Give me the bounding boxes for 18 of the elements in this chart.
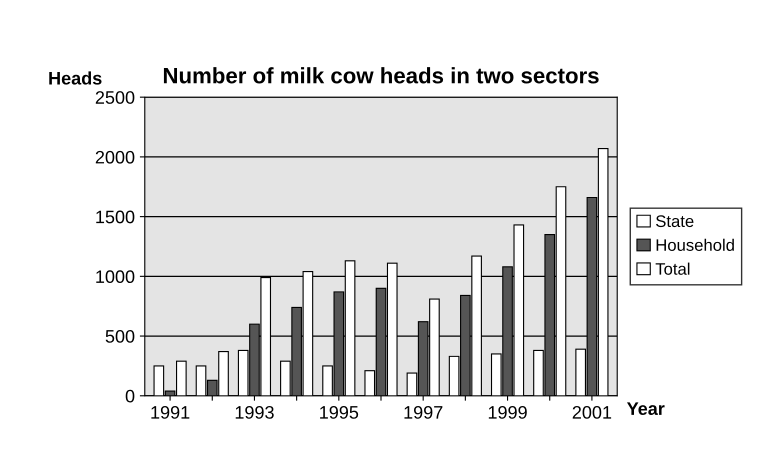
y-tick-label: 0 xyxy=(126,390,134,403)
legend-label: Total xyxy=(656,262,690,275)
x-tick-label: 1991 xyxy=(151,406,190,419)
y-tick-label: 500 xyxy=(106,330,134,343)
y-tick-label: 2500 xyxy=(96,91,134,104)
x-axis-title: Year xyxy=(626,402,665,416)
x-tick-label: 1999 xyxy=(488,406,527,419)
y-tick-label: 1500 xyxy=(96,210,134,224)
y-tick-label: 2000 xyxy=(96,150,134,164)
y-tick-label: 1000 xyxy=(96,270,134,284)
y-axis-title: Heads xyxy=(49,71,102,85)
x-tick-label: 1997 xyxy=(404,406,442,419)
x-tick-label: 1995 xyxy=(320,406,358,419)
legend-label: Household xyxy=(656,238,734,251)
x-tick-label: 2001 xyxy=(572,406,612,419)
chart-title: Number of milk cow heads in two sectors xyxy=(164,67,599,84)
x-tick-label: 1993 xyxy=(236,406,274,419)
legend-label: State xyxy=(656,215,694,228)
